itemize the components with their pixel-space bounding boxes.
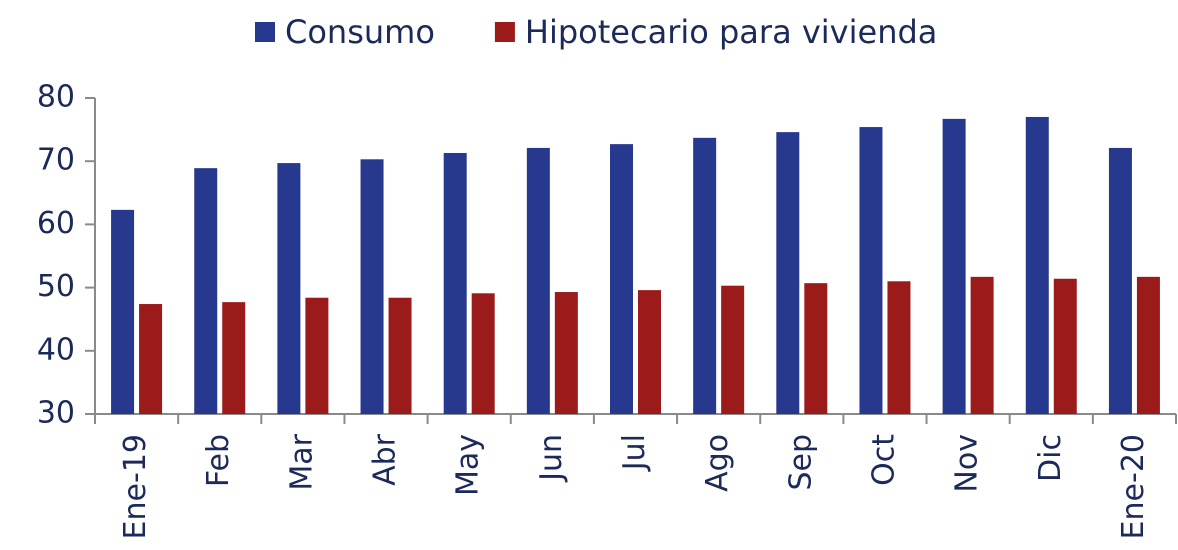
x-tick-label: Feb (201, 434, 236, 487)
bar (942, 118, 966, 414)
x-tick-label: Ene-20 (1116, 434, 1151, 539)
y-tick-label: 70 (37, 143, 75, 178)
bar (721, 285, 745, 414)
x-tick-label: Oct (866, 434, 901, 486)
bar (305, 297, 329, 414)
x-tick-label: Nov (950, 434, 985, 493)
x-tick-label: Jul (617, 434, 652, 472)
x-tick-label: Jun (534, 434, 569, 483)
y-tick-label: 40 (37, 332, 75, 367)
bar (554, 292, 578, 414)
bar (693, 137, 717, 415)
bar (638, 290, 661, 414)
x-tick-label: Dic (1033, 434, 1068, 482)
x-tick-label: Mar (284, 433, 319, 490)
bar (859, 127, 883, 415)
x-tick-label: Sep (783, 434, 818, 491)
bar (471, 293, 495, 414)
bar (443, 152, 467, 414)
bar (1136, 276, 1160, 414)
bar (526, 147, 550, 415)
bar (776, 132, 800, 415)
legend-label: Consumo (285, 13, 435, 51)
x-tick-label: May (451, 434, 486, 496)
bar (1025, 116, 1049, 415)
bar (804, 283, 828, 414)
bar (194, 168, 218, 414)
bar (1108, 147, 1132, 415)
bar (360, 159, 384, 414)
bar (970, 276, 994, 414)
bar (111, 209, 135, 414)
bar (1053, 278, 1077, 414)
legend-swatch (494, 22, 515, 42)
x-tick-label: Ene-19 (118, 434, 153, 539)
legend-label: Hipotecario para vivienda (525, 13, 937, 51)
y-tick-label: 80 (37, 80, 75, 115)
bar (887, 281, 911, 414)
bar (610, 144, 633, 415)
legend-swatch (255, 22, 275, 42)
bar (277, 163, 301, 414)
y-tick-label: 30 (37, 396, 75, 431)
bar (139, 304, 163, 414)
bar (222, 302, 246, 414)
y-tick-label: 60 (37, 206, 75, 241)
x-tick-label: Abr (368, 433, 403, 486)
x-tick-label: Ago (700, 434, 735, 492)
y-tick-label: 50 (37, 269, 75, 304)
bar (388, 297, 412, 414)
